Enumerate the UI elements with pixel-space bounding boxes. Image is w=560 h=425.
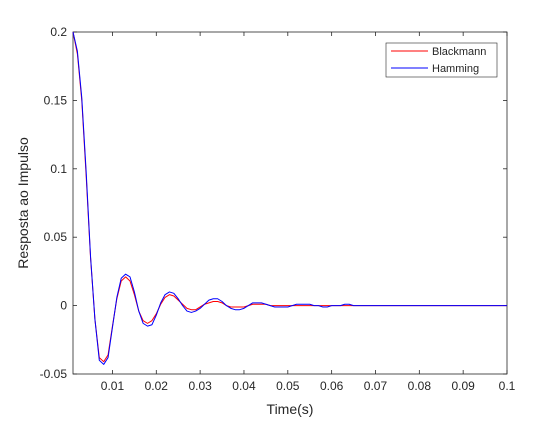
- y-tick-label: 0.05: [44, 230, 68, 244]
- y-tick-label: -0.05: [40, 367, 68, 381]
- x-axis-label: Time(s): [267, 401, 314, 417]
- series-line-hamming: [72, 31, 507, 365]
- x-tick-label: 0.03: [188, 379, 212, 393]
- y-tick-label: 0.2: [50, 25, 67, 39]
- tick-labels: 0.01 0.02 0.03 0.04 0.05 0.06 0.07 0.08 0.09 0.1 -…: [40, 25, 516, 393]
- x-tick-label: 0.05: [276, 379, 300, 393]
- x-tick-label: 0.01: [101, 379, 125, 393]
- legend-box: [385, 42, 498, 78]
- x-tick-label: 0.08: [408, 379, 432, 393]
- plot-area: [72, 31, 508, 375]
- legend-label-hamming: Hamming: [432, 63, 479, 75]
- x-tick-label: 0.06: [320, 379, 344, 393]
- y-tick-label: 0: [60, 299, 67, 313]
- x-tick-label: 0.07: [364, 379, 388, 393]
- y-axis-label: Resposta ao Impulso: [15, 137, 31, 269]
- y-tick-label: 0.1: [50, 162, 67, 176]
- y-tick-label: 0.15: [44, 93, 68, 107]
- legend-label-blackmann: Blackmann: [432, 46, 486, 58]
- legend: Blackmann Hamming: [385, 42, 498, 78]
- x-tick-label: 0.1: [499, 379, 516, 393]
- x-tick-label: 0.04: [232, 379, 256, 393]
- x-tick-label: 0.09: [451, 379, 475, 393]
- tick-marks: [73, 31, 508, 375]
- series-lines: [72, 31, 507, 365]
- x-tick-label: 0.02: [145, 379, 169, 393]
